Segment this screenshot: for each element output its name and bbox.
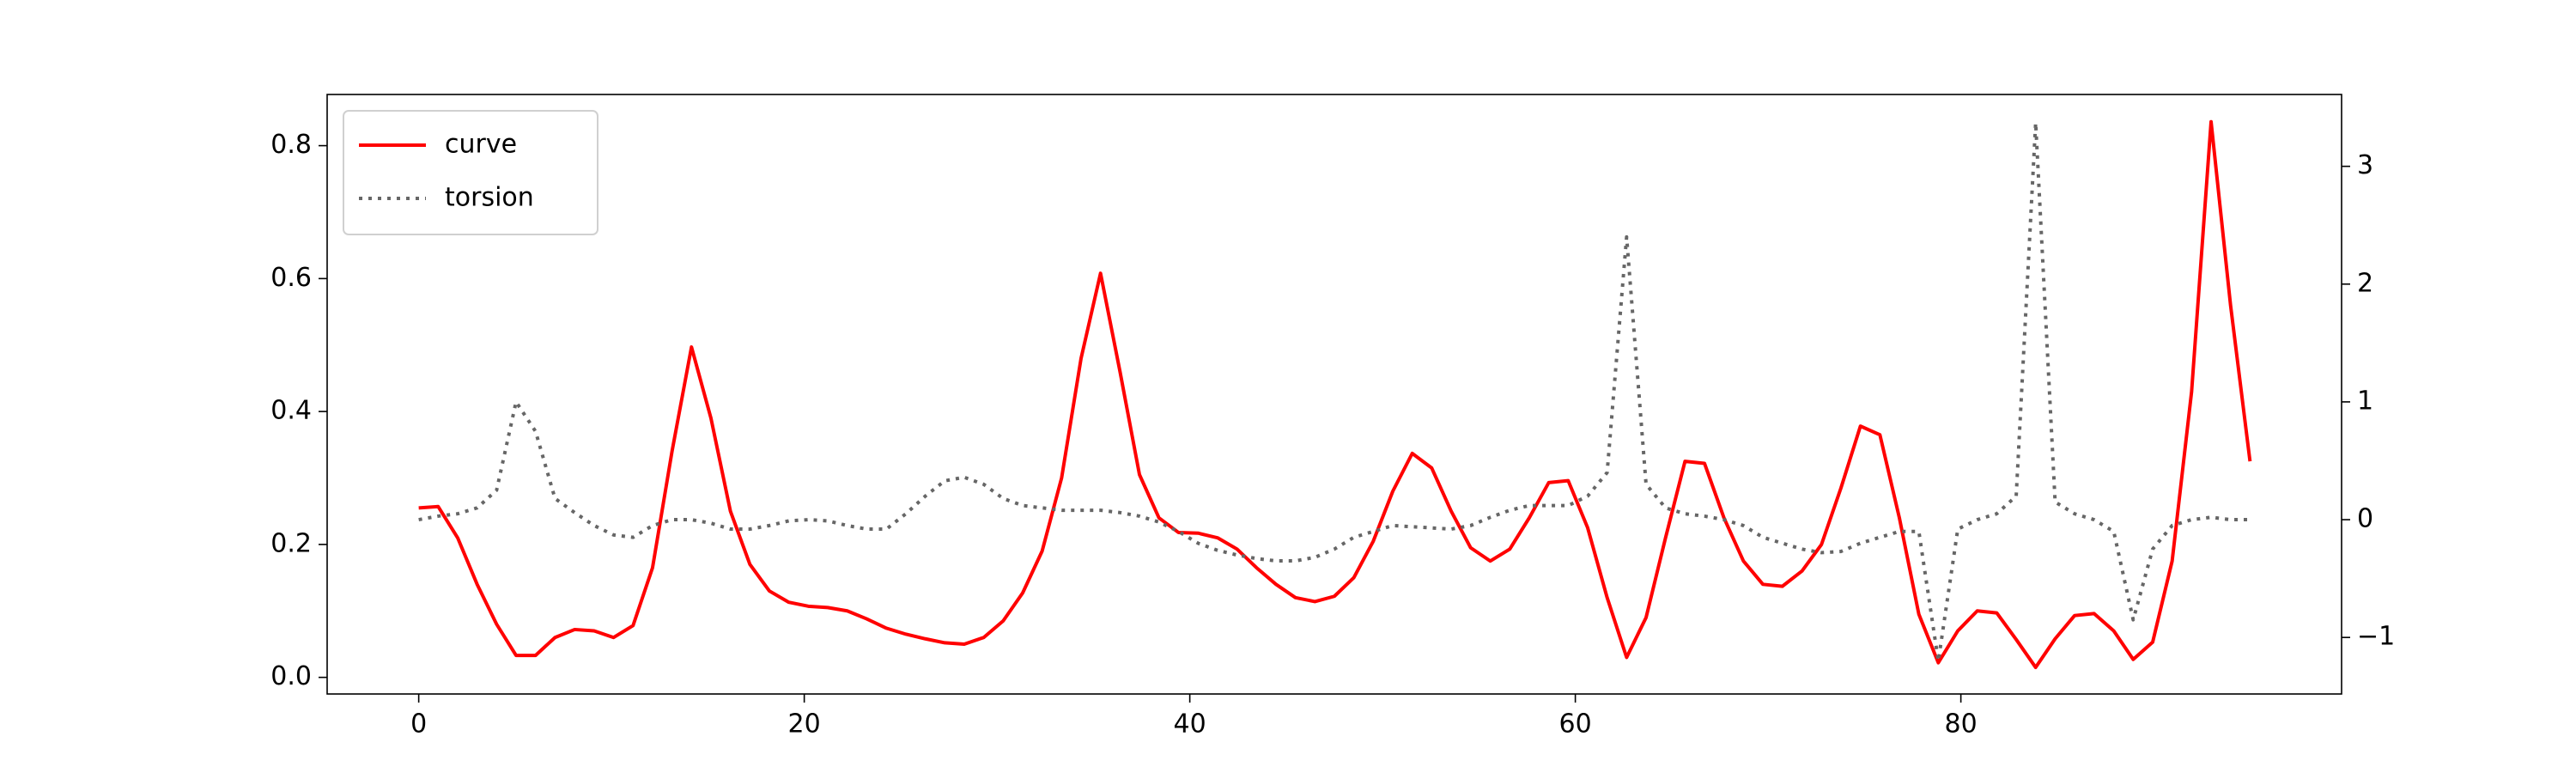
y-tick-label: 0.6 — [270, 263, 312, 293]
y2-tick-label: 3 — [2357, 150, 2373, 180]
legend-label: curve — [445, 130, 517, 160]
x-tick-label: 0 — [410, 709, 427, 740]
y-tick-label: 0.2 — [270, 528, 312, 558]
y-tick-label: 0.0 — [270, 661, 312, 691]
y2-tick-label: 0 — [2357, 504, 2373, 534]
x-tick-label: 80 — [1945, 709, 1978, 740]
plot-frame — [326, 94, 2342, 695]
line-series — [418, 120, 2251, 663]
y2-tick-label: 2 — [2357, 268, 2373, 298]
legend-label: torsion — [445, 183, 534, 213]
x-tick-label: 40 — [1174, 709, 1206, 740]
x-tick-label: 20 — [788, 709, 821, 740]
legend-box — [343, 110, 598, 235]
y-tick-label: 0.4 — [270, 396, 312, 426]
x-tick-label: 60 — [1559, 709, 1592, 740]
line-series — [418, 119, 2252, 670]
y2-tick-label: −1 — [2357, 622, 2395, 652]
y-tick-label: 0.8 — [270, 130, 312, 160]
y2-tick-label: 1 — [2357, 386, 2373, 416]
